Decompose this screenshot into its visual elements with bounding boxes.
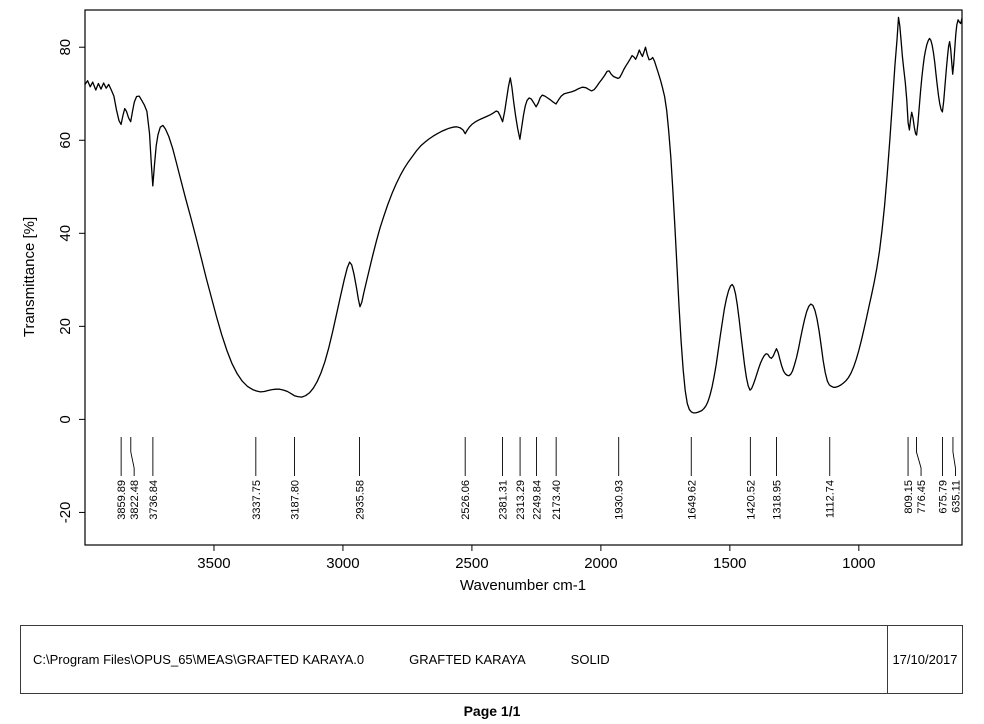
peak-label: 635.11 [950, 480, 962, 513]
peak-label: 3736.84 [148, 480, 160, 520]
peak-label: 3337.75 [251, 480, 263, 520]
y-axis-title: Transmittance [%] [21, 217, 38, 337]
spectrum-curve [84, 16, 963, 414]
peak-label: 675.79 [937, 480, 949, 514]
measurement-date: 17/10/2017 [892, 652, 958, 667]
peak-label: 809.15 [903, 480, 915, 514]
sample-name: GRAFTED KARAYA [409, 652, 526, 667]
peak-label: 2173.40 [551, 480, 563, 520]
peak-label: 1420.52 [745, 480, 757, 520]
peak-label: 2249.84 [531, 480, 543, 520]
x-axis-title: Wavenumber cm-1 [460, 577, 586, 594]
x-tick-label: 2500 [455, 555, 488, 572]
peak-label: 3859.89 [116, 480, 128, 520]
page-number: Page 1/1 [463, 703, 521, 719]
x-tick-label: 3000 [326, 555, 359, 572]
chart-layer: 3500 3000 2500 2000 1500 1000 -20 0 20 40 60 80 3859… [57, 9, 963, 572]
peak-label: 1318.95 [772, 480, 784, 520]
x-tick-label: 1000 [842, 555, 875, 572]
peak-label: 2313.29 [515, 480, 527, 520]
peak-label: 2381.31 [498, 480, 510, 520]
y-tick-label: 20 [57, 318, 74, 335]
peak-leader-line [952, 437, 956, 476]
y-tick-label: -20 [57, 502, 74, 524]
y-tick-label: 0 [57, 415, 74, 423]
x-tick-label: 2000 [584, 555, 617, 572]
file-path: C:\Program Files\OPUS_65\MEAS\GRAFTED KA… [33, 652, 365, 667]
peak-label: 1930.93 [614, 480, 626, 520]
peak-label: 1112.74 [825, 480, 837, 518]
x-tick-label: 3500 [197, 555, 230, 572]
peak-label: 3187.80 [289, 480, 301, 520]
peak-label: 2935.58 [355, 480, 367, 520]
plot-border [84, 9, 963, 546]
peak-label: 776.45 [916, 480, 928, 514]
peak-label: 2526.06 [460, 480, 472, 520]
measurement-info: C:\Program Files\OPUS_65\MEAS\GRAFTED KA… [21, 626, 887, 693]
y-tick-label: 40 [57, 225, 74, 242]
peak-label: 3822.48 [129, 480, 141, 520]
sample-form: SOLID [570, 652, 610, 667]
y-tick-label: 80 [57, 39, 74, 56]
date-cell: 17/10/2017 [887, 626, 962, 693]
peak-label: 1649.62 [686, 480, 698, 520]
y-tick-label: 60 [57, 132, 74, 149]
footer-info-box: C:\Program Files\OPUS_65\MEAS\GRAFTED KA… [20, 625, 963, 694]
x-tick-label: 1500 [713, 555, 746, 572]
peak-leader-line [916, 437, 922, 476]
ir-spectrum-chart: Transmittance [%] Wavenumber cm-1 3500 30… [21, 9, 963, 594]
peak-leader-line [130, 437, 135, 476]
